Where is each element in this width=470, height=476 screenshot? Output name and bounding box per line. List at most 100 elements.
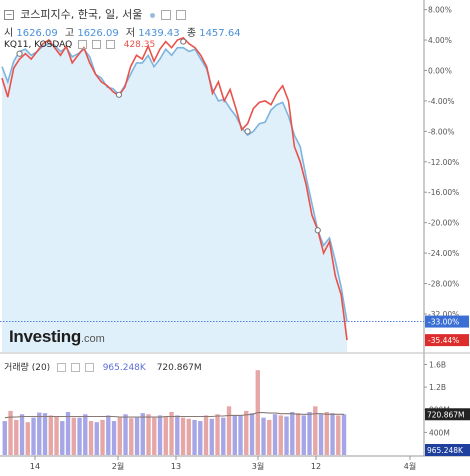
volume-settings-icon[interactable] bbox=[57, 363, 67, 372]
volume-ma-line bbox=[4, 412, 345, 419]
volume-bar bbox=[278, 415, 283, 455]
volume-bar bbox=[186, 418, 191, 455]
volume-bar bbox=[111, 421, 117, 455]
volume-bar bbox=[307, 412, 312, 455]
volume-bar bbox=[175, 415, 180, 455]
price-tick-label: -24.00% bbox=[428, 249, 459, 258]
volume-bar bbox=[295, 413, 301, 455]
volume-bar bbox=[8, 410, 13, 455]
volume-bar bbox=[77, 417, 82, 455]
event-marker bbox=[16, 50, 23, 57]
volume-label: 거래량 (20) bbox=[4, 363, 51, 373]
volume-bar bbox=[336, 415, 341, 455]
event-marker bbox=[314, 227, 321, 234]
volume-bar bbox=[146, 414, 151, 455]
open-label: 시 bbox=[4, 28, 14, 39]
price-tick-label: -32.00% bbox=[428, 310, 459, 319]
price-lines bbox=[1, 36, 348, 341]
kosdaq-line bbox=[1, 36, 348, 341]
price-legend: − 코스피지수, 한국, 일, 서울 bbox=[4, 6, 186, 22]
volume-bar bbox=[60, 421, 65, 455]
volume-bar bbox=[180, 417, 186, 455]
price-grid bbox=[0, 0, 470, 457]
volume-bar bbox=[169, 412, 174, 455]
volume-bar bbox=[2, 421, 7, 455]
volume-bar bbox=[215, 414, 220, 455]
x-tick-label: 2월 bbox=[112, 461, 124, 471]
low-value: 1439.43 bbox=[138, 28, 180, 39]
volume-bar bbox=[249, 413, 255, 455]
volume-visibility-icon[interactable] bbox=[70, 363, 80, 372]
price-tick-label: -20.00% bbox=[428, 219, 459, 228]
price-badge-label: -35.44% bbox=[428, 336, 459, 345]
volume-close-icon[interactable] bbox=[84, 363, 94, 372]
volume-bar bbox=[100, 419, 105, 455]
volume-bar bbox=[209, 418, 214, 455]
event-marker bbox=[115, 91, 123, 98]
volume-bar bbox=[284, 416, 289, 455]
volume-bar bbox=[88, 421, 94, 455]
kospi-area bbox=[0, 43, 424, 353]
compare-settings-icon[interactable] bbox=[78, 40, 88, 49]
volume-bar bbox=[117, 417, 122, 455]
event-marker bbox=[244, 128, 251, 135]
volume-bar bbox=[129, 418, 134, 455]
volume-bar bbox=[301, 415, 306, 455]
volume-bars bbox=[2, 370, 347, 455]
volume-bar bbox=[341, 414, 347, 455]
price-tick-label: -4.00% bbox=[428, 97, 455, 106]
settings-icon[interactable] bbox=[160, 10, 171, 20]
volume-bar bbox=[198, 421, 203, 455]
volume-bar bbox=[261, 417, 266, 455]
volume-bar bbox=[244, 410, 249, 455]
price-badge-bg bbox=[425, 315, 469, 328]
volume-bar bbox=[19, 414, 25, 455]
volume-bar bbox=[94, 422, 99, 455]
compare-value: 428.35 bbox=[123, 40, 156, 50]
volume-current-badge-label: 965.248K bbox=[427, 446, 464, 455]
volume-ma-value: 720.867M bbox=[156, 363, 202, 373]
price-badge-label: -33.00% bbox=[428, 318, 459, 327]
settings-dot-icon[interactable] bbox=[149, 12, 155, 18]
ohlc-row: 시 1626.09 고 1626.09 저 1439.43 종 1457.64 bbox=[4, 24, 241, 39]
price-tick-label: 0.00% bbox=[428, 66, 452, 75]
volume-ma-badge-label: 720.867M bbox=[427, 410, 465, 419]
volume-bar bbox=[54, 416, 59, 455]
watermark-brand: Investing bbox=[9, 327, 81, 346]
volume-bar bbox=[272, 414, 278, 455]
volume-bar bbox=[232, 415, 237, 455]
volume-bar bbox=[238, 415, 243, 455]
price-tick-label: 4.00% bbox=[428, 36, 452, 45]
volume-bar bbox=[14, 419, 19, 455]
volume-legend: 거래량 (20) 965.248K 720.867M bbox=[4, 360, 202, 373]
volume-bar bbox=[106, 415, 111, 455]
volume-bar bbox=[152, 417, 157, 455]
volume-current-badge-bg bbox=[425, 444, 470, 456]
compare-close-icon[interactable] bbox=[105, 40, 115, 49]
x-tick-label: 4월 bbox=[404, 461, 416, 471]
x-tick-label: 12 bbox=[311, 462, 321, 471]
time-x-axis: 14 2월 13 3월 12 4월 bbox=[30, 456, 416, 471]
visibility-icon[interactable] bbox=[175, 10, 186, 20]
volume-tick-label: 1.6B bbox=[429, 360, 446, 369]
price-tick-label: -8.00% bbox=[428, 127, 455, 136]
volume-bar bbox=[31, 417, 36, 455]
high-value: 1626.09 bbox=[77, 28, 119, 39]
price-tick-label: -16.00% bbox=[428, 188, 459, 197]
volume-bar bbox=[65, 412, 71, 455]
volume-bar bbox=[134, 417, 140, 455]
price-markers bbox=[16, 38, 321, 234]
price-badge-bg bbox=[425, 334, 469, 347]
volume-bar bbox=[290, 412, 295, 455]
collapse-icon[interactable]: − bbox=[4, 10, 14, 20]
volume-bar bbox=[83, 414, 88, 455]
volume-bar bbox=[203, 415, 209, 455]
kospi-line bbox=[1, 42, 348, 322]
volume-bar bbox=[42, 413, 48, 455]
volume-bar bbox=[324, 412, 329, 455]
volume-bar bbox=[37, 412, 42, 455]
compare-visibility-icon[interactable] bbox=[91, 40, 101, 49]
volume-ma-badge-bg bbox=[425, 408, 470, 421]
price-tick-label: 8.00% bbox=[428, 6, 452, 15]
